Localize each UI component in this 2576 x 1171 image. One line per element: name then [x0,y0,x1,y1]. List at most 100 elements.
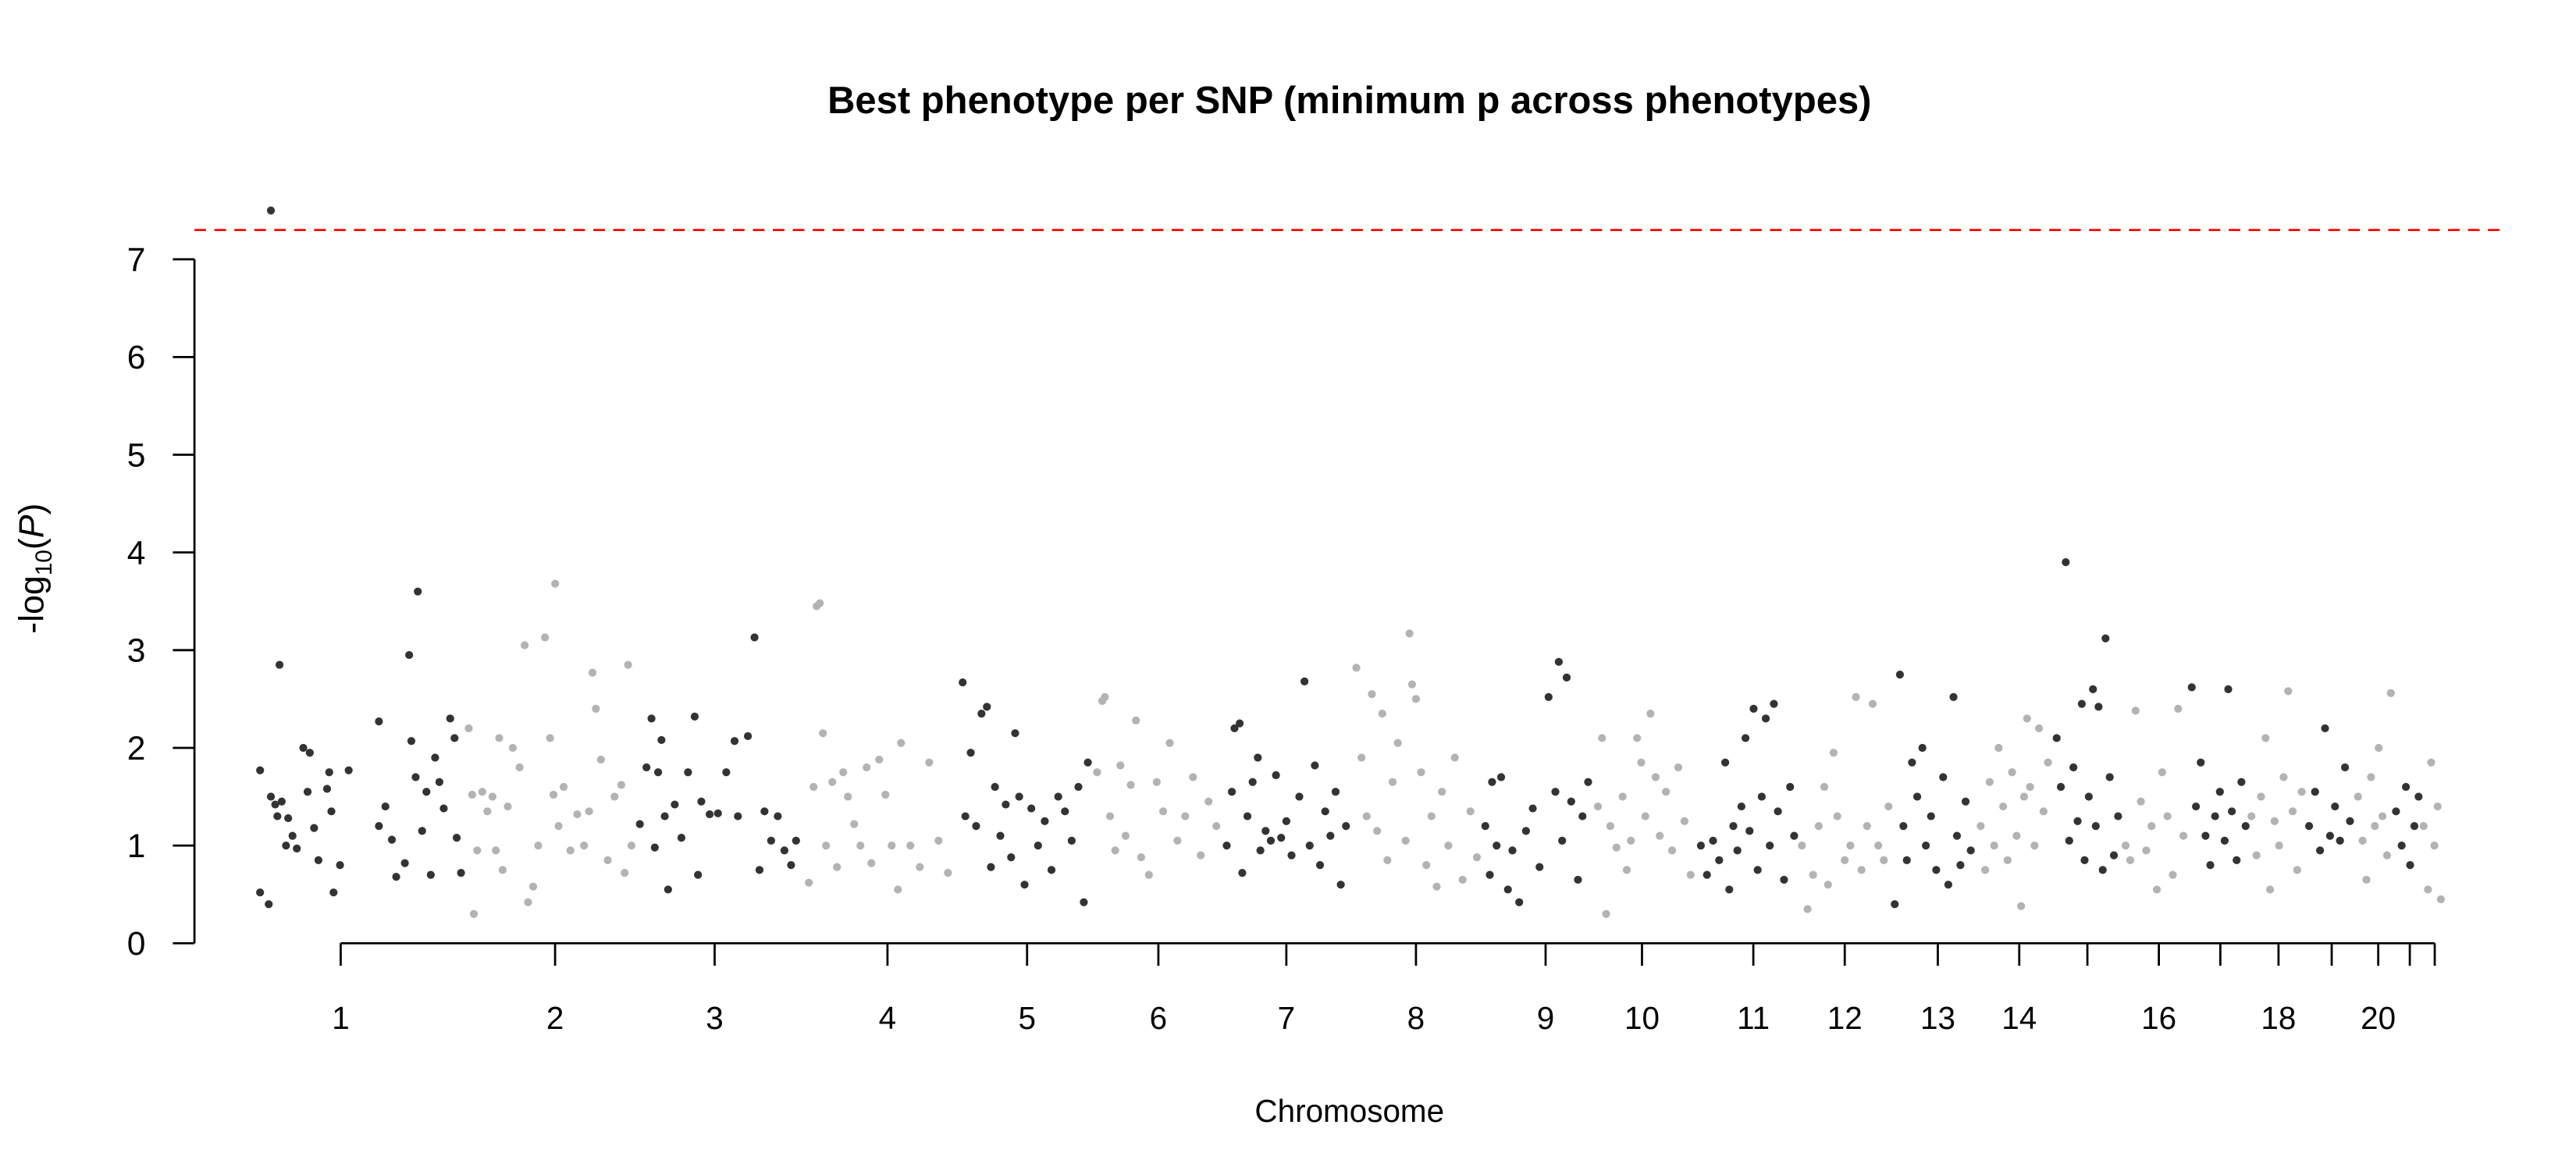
snp-point-chr-20 [2378,812,2387,820]
snp-point-chr-4 [856,842,865,850]
snp-point-chr-2 [592,704,600,714]
snp-point-chr-10 [1602,909,1610,918]
snp-point-chr-7 [1342,821,1350,831]
snp-point-chr-12 [1833,812,1841,820]
snp-point-chr-5 [1011,729,1019,738]
snp-point-chr-12 [1846,842,1855,850]
snp-point-chr-3 [755,866,764,874]
snp-point-chr-21 [2397,842,2406,850]
x-tick-label-chr-3: 3 [706,1000,724,1036]
x-tick-label-chr-5: 5 [1018,1000,1035,1036]
snp-point-chr-15 [2077,699,2087,708]
snp-point-chr-14 [2035,724,2044,733]
snp-point-chr-14 [2026,782,2034,792]
snp-point-chr-15 [2056,782,2065,792]
snp-point-chr-15 [2101,634,2110,642]
snp-point-chr-3 [684,768,692,777]
snp-point-chr-5 [983,703,991,711]
snp-point-chr-11 [1757,792,1766,801]
snp-point-chr-18 [2252,851,2261,860]
snp-point-chr-17 [2237,778,2246,786]
snp-point-chr-19 [2304,821,2314,831]
snp-point-chr-13 [1956,861,1965,870]
snp-point-chr-14 [1981,866,1990,874]
snp-point-chr-3 [671,800,679,809]
snp-point-chr-1 [431,753,439,762]
snp-point-chr-11 [1720,758,1730,767]
snp-point-chr-10 [1633,734,1642,742]
snp-point-chr-17 [2192,802,2201,811]
snp-point-chr-1 [381,802,390,811]
snp-point-chr-2 [573,810,582,819]
snp-point-chr-14 [1976,821,1985,831]
snp-point-chr-8 [1427,812,1436,820]
snp-point-chr-9 [1508,846,1517,855]
snp-point-chr-2 [498,866,507,874]
snp-point-chr-20 [2386,689,2395,697]
snp-point-chr-9 [1574,875,1582,884]
snp-point-chr-4 [944,869,952,877]
snp-point-chr-1 [405,650,414,660]
snp-point-chr-3 [760,807,769,816]
snp-point-chr-15 [2109,851,2119,860]
snp-point-chr-15 [2084,792,2093,801]
snp-point-chr-1 [344,766,353,774]
snp-point-chr-15 [2098,866,2107,874]
snp-point-chr-6 [1105,812,1115,820]
snp-point-chr-3 [713,809,722,817]
snp-point-chr-5 [1067,836,1076,845]
x-tick-label-chr-6: 6 [1150,1000,1168,1036]
snp-point-chr-5 [1015,792,1023,801]
snp-point-chr-2 [559,782,568,792]
snp-point-chr-6 [1093,768,1101,777]
snp-point-chr-7 [1248,778,1257,786]
snp-point-chr-7 [1331,788,1340,796]
x-tick-label-chr-2: 2 [546,1000,564,1036]
snp-point-chr-15 [2091,821,2100,831]
snp-point-chr-10 [1651,773,1660,781]
points-layer [256,206,2446,918]
snp-point-chr-1 [452,833,461,842]
x-tick-label-chr-12: 12 [1827,1000,1863,1036]
snp-point-chr-6 [1121,831,1130,840]
snp-point-chr-3 [660,812,669,820]
snp-point-chr-18 [2247,812,2256,820]
x-tick-label-chr-7: 7 [1278,1000,1295,1036]
snp-point-chr-2 [503,802,512,811]
snp-point-chr-7 [1282,817,1290,825]
snp-point-chr-4 [906,842,915,850]
snp-point-chr-4 [875,755,884,764]
snp-point-chr-5 [977,710,986,718]
snp-point-chr-2 [469,909,479,918]
snp-point-chr-11 [1749,704,1758,714]
snp-point-chr-1 [439,804,448,813]
snp-point-chr-14 [1994,743,2003,753]
snp-point-chr-1 [325,768,333,777]
y-tick-label: 4 [127,535,146,572]
snp-point-chr-4 [828,778,837,786]
snp-point-chr-2 [624,660,632,669]
snp-point-chr-5 [987,863,995,871]
snp-point-chr-22 [2424,885,2432,894]
snp-point-chr-5 [1027,804,1036,813]
snp-point-chr-18 [2288,807,2297,816]
snp-point-chr-5 [961,812,970,820]
snp-point-chr-22 [2419,821,2428,831]
x-tick-label-chr-20: 20 [2361,1000,2396,1036]
snp-point-chr-14 [2012,831,2021,840]
snp-point-chr-14 [2044,758,2052,767]
snp-point-chr-3 [635,820,644,828]
snp-point-chr-10 [1637,758,1646,767]
snp-point-chr-12 [1798,842,1806,850]
snp-point-chr-5 [1074,782,1083,792]
snp-point-chr-5 [1002,800,1010,809]
snp-point-chr-3 [642,763,651,772]
snp-point-chr-7 [1230,724,1239,733]
snp-point-chr-3 [767,836,775,845]
snp-point-chr-18 [2270,817,2279,825]
snp-point-chr-4 [816,599,824,607]
snp-point-chr-18 [2297,788,2306,796]
snp-point-chr-16 [2147,821,2156,831]
snp-point-chr-2 [627,842,636,850]
snp-point-chr-1 [336,861,344,870]
